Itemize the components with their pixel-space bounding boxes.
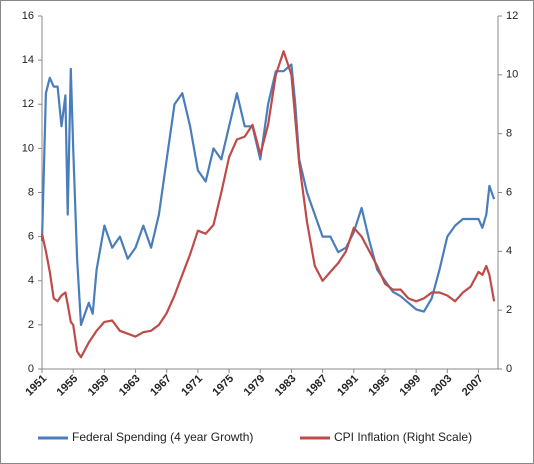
legend-label: Federal Spending (4 year Growth): [72, 430, 253, 444]
y-tick-label: 10: [22, 142, 34, 154]
y2-tick-label: 0: [506, 363, 512, 375]
y-tick-label: 0: [28, 363, 34, 375]
series-line: [40, 50, 496, 359]
y2-tick-label: 4: [506, 245, 512, 257]
y-tick-label: 14: [22, 54, 34, 66]
y-tick-label: 12: [22, 98, 34, 110]
y2-tick-label: 10: [506, 69, 518, 81]
legend-label: CPI Inflation (Right Scale): [334, 430, 472, 444]
y2-tick-label: 8: [506, 128, 512, 140]
y-tick-label: 6: [28, 231, 34, 243]
y2-tick-label: 6: [506, 186, 512, 198]
y-tick-label: 2: [28, 319, 34, 331]
y-tick-label: 8: [28, 186, 34, 198]
y2-tick-label: 12: [506, 10, 518, 22]
y-tick-label: 4: [28, 275, 34, 287]
y-tick-label: 16: [22, 10, 34, 22]
y2-tick-label: 2: [506, 304, 512, 316]
